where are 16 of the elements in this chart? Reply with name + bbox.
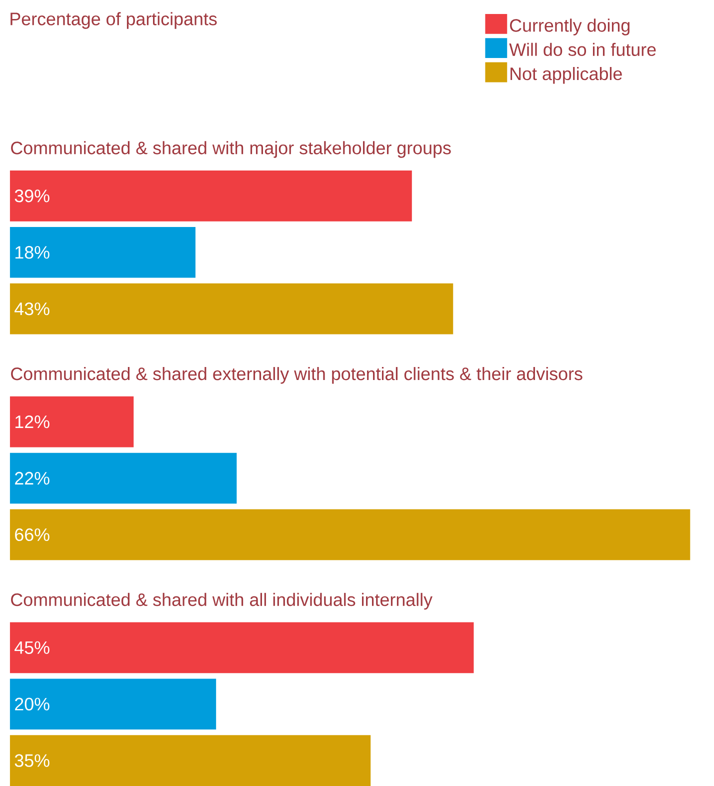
legend-label: Will do so in future [509, 42, 656, 56]
data-label: 39% [14, 190, 50, 202]
data-label: 35% [14, 754, 50, 767]
legend-label: Currently doing [510, 18, 630, 36]
data-label: 20% [15, 698, 50, 710]
data-label: 43% [14, 302, 50, 316]
data-label: 66% [15, 528, 50, 542]
data-label: 45% [14, 641, 50, 654]
data-label: 22% [15, 472, 50, 485]
legend-label: Not applicable [510, 66, 622, 84]
y-tick-label: Communicated & shared with major stakeholder groups [11, 141, 451, 158]
data-label: 12% [15, 415, 50, 428]
y-tick-label: Communicated & shared externally with potential clients & their advisors [11, 367, 582, 384]
data-label: 18% [15, 246, 50, 259]
y-tick-label: Communicated & shared with all individuals internally [11, 592, 432, 610]
chart-title: Percentage of participants [10, 12, 217, 29]
